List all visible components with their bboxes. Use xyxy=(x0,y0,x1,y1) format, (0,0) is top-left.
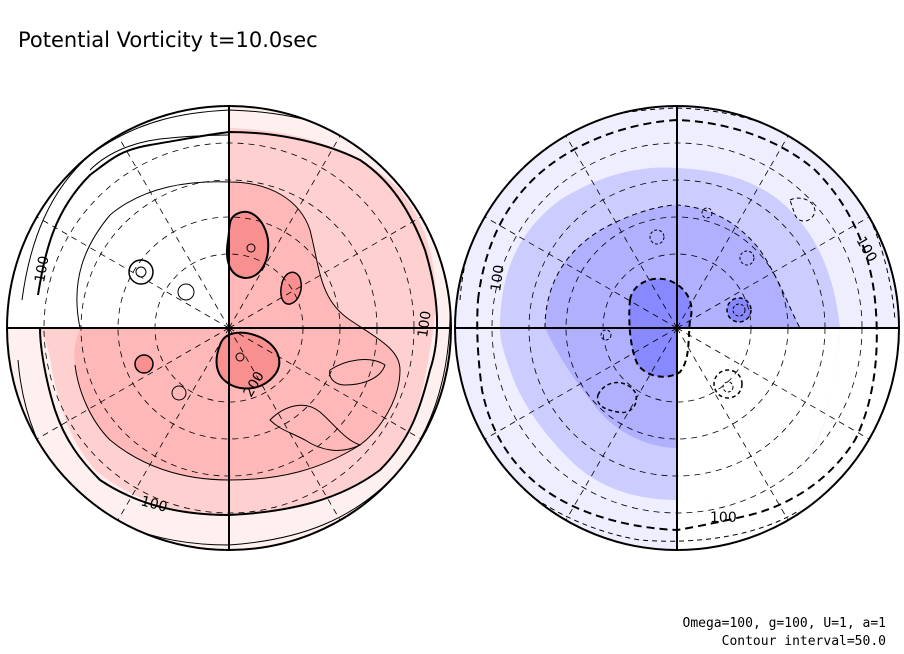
clabel-l-left: 100 xyxy=(32,255,52,284)
contour-r-spot-5 xyxy=(701,207,713,219)
contour-wiggle-2 xyxy=(329,359,386,386)
clabel-r-left: 100 xyxy=(488,264,508,293)
footer-params: Omega=100, g=100, U=1, a=1 xyxy=(683,616,887,631)
axes-left xyxy=(7,106,451,550)
contour-r-spot-3 xyxy=(739,250,755,266)
contour-spot-4 xyxy=(171,385,187,401)
contour-spot-5 xyxy=(246,243,256,253)
fill-band-r-200-b xyxy=(727,298,751,322)
contour-upperleft-100 xyxy=(89,134,230,171)
contour-r-spot-7 xyxy=(713,369,743,399)
clabel-l-bottom: 100 xyxy=(139,493,169,515)
contour-r-spot-2 xyxy=(732,303,746,317)
fill-band-200-a xyxy=(226,211,269,278)
boundary-left xyxy=(6,105,452,551)
clabel-r-bottom: 100 xyxy=(710,510,737,526)
contour-r-100 xyxy=(476,118,878,532)
contour-200-c xyxy=(280,271,302,305)
fill-band-150 xyxy=(74,182,400,480)
contour-100-left xyxy=(37,130,438,517)
chart-title: Potential Vorticity t=10.0sec xyxy=(18,28,318,52)
contour-r-spot-1 xyxy=(726,297,752,323)
fill-band-zero-2 xyxy=(40,125,229,328)
panel-north: 100 100 100 200 xyxy=(6,105,452,551)
contour-r-spot-4 xyxy=(649,229,665,245)
clabel-l-right: 100 xyxy=(415,310,435,339)
axes-right xyxy=(455,106,899,550)
contour-r-200 xyxy=(628,277,693,378)
boundary-right xyxy=(454,105,900,551)
footer-interval: Contour interval=50.0 xyxy=(722,634,886,649)
contour-150-left xyxy=(74,181,401,481)
contour-spot-6 xyxy=(235,352,245,362)
contour-wiggle-1 xyxy=(269,404,362,451)
panel-south: 100 100 100 xyxy=(454,105,900,551)
fill-band-200-d xyxy=(135,355,153,373)
contour-spot-3 xyxy=(177,283,195,301)
contour-200-d xyxy=(134,354,154,374)
contour-r-wiggle-2 xyxy=(789,197,816,222)
contour-200-b xyxy=(215,331,281,390)
contour-r-wiggle-1 xyxy=(596,381,637,414)
contour-r-spot-6 xyxy=(600,329,612,341)
fill-band-r-zero-2 xyxy=(677,328,840,502)
